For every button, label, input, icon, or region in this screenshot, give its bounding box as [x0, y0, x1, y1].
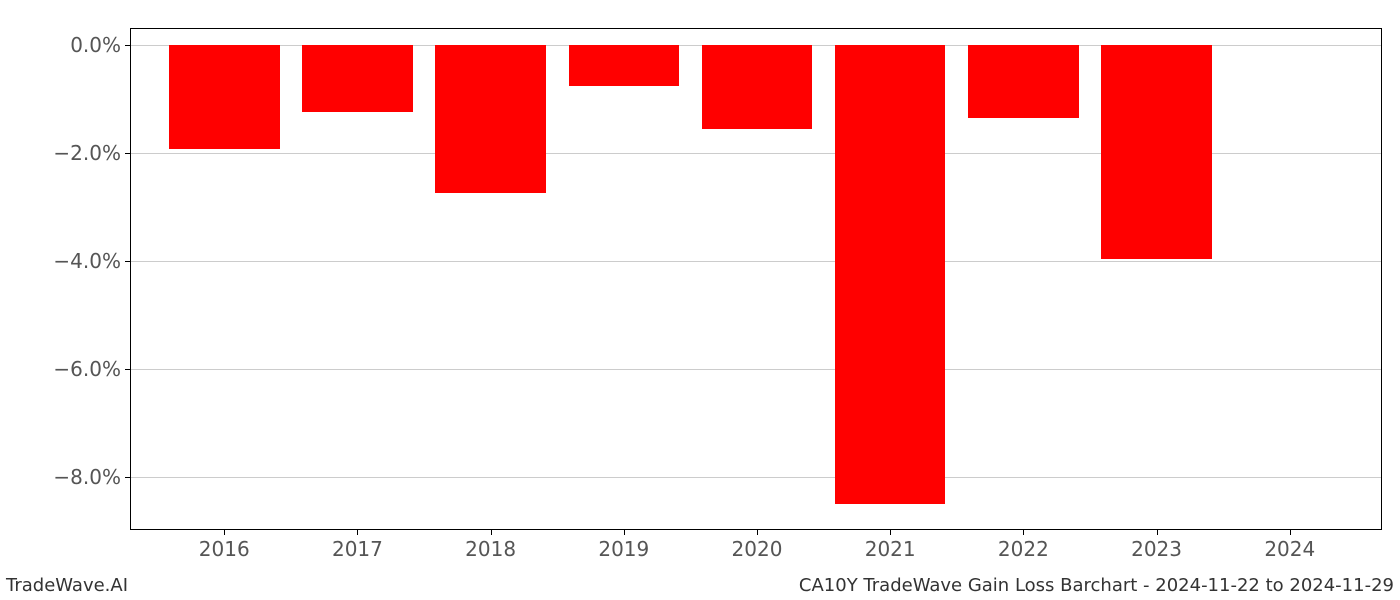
bar: [169, 45, 280, 149]
bar: [835, 45, 946, 504]
y-gridline: [131, 477, 1381, 478]
x-tick-label: 2019: [598, 529, 649, 561]
x-tick-label: 2020: [732, 529, 783, 561]
x-tick-label: 2022: [998, 529, 1049, 561]
x-tick-label: 2023: [1131, 529, 1182, 561]
y-tick-label: 0.0%: [70, 33, 131, 57]
bar: [569, 45, 680, 85]
x-tick-label: 2018: [465, 529, 516, 561]
gain-loss-barchart: 0.0% −2.0% −4.0% −6.0% −8.0% 2016 2017 2018 2019…: [0, 0, 1400, 600]
bar: [968, 45, 1079, 118]
x-tick-label: 2016: [199, 529, 250, 561]
y-gridline: [131, 369, 1381, 370]
bar: [302, 45, 413, 111]
x-tick-label: 2024: [1264, 529, 1315, 561]
x-tick-label: 2021: [865, 529, 916, 561]
bar: [435, 45, 546, 192]
footer-right-text: CA10Y TradeWave Gain Loss Barchart - 202…: [799, 575, 1394, 596]
y-tick-label: −4.0%: [53, 249, 131, 273]
bar: [702, 45, 813, 129]
x-tick-label: 2017: [332, 529, 383, 561]
y-tick-label: −8.0%: [53, 465, 131, 489]
y-gridline: [131, 261, 1381, 262]
footer-left-text: TradeWave.AI: [6, 575, 128, 596]
y-tick-label: −6.0%: [53, 357, 131, 381]
y-tick-label: −2.0%: [53, 141, 131, 165]
bar: [1101, 45, 1212, 259]
plot-area: 0.0%−2.0%−4.0%−6.0%−8.0%2016201720182019…: [130, 28, 1382, 530]
